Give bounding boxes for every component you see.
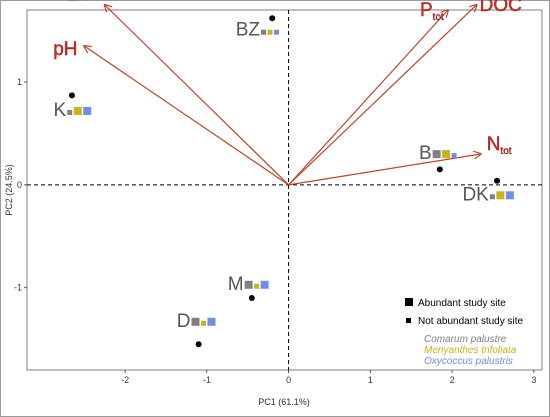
- study-sites: BZ K B DK M D: [54, 15, 514, 348]
- site-species-menyanthes: [267, 29, 273, 35]
- site-species-oxycoccus: [505, 191, 514, 200]
- site-species-oxycoccus: [207, 317, 216, 326]
- legend-abundant-label: Abundant study site: [418, 298, 506, 309]
- site-species-menyanthes: [73, 106, 82, 115]
- zero-lines: [27, 10, 542, 370]
- x-tick-label: 2: [450, 375, 455, 385]
- site-species-menyanthes: [442, 150, 451, 159]
- vector-ec: [105, 5, 290, 186]
- vector-label-p: Ptot: [420, 0, 444, 23]
- site-point: [269, 15, 276, 22]
- site-species-oxycoccus: [260, 280, 269, 289]
- site-species-comarum: [244, 280, 253, 289]
- site-label: K: [54, 100, 67, 121]
- vector-n: [288, 154, 481, 186]
- site-point: [68, 92, 75, 99]
- site-label: BZ: [236, 20, 261, 41]
- site-point: [248, 295, 255, 301]
- legend-species-menyanthes: Menyanthes trifoliata: [424, 345, 517, 356]
- x-tick-label: 0: [286, 375, 291, 385]
- vector-label-subscript: tot: [433, 12, 444, 23]
- vector-label-ph: pH: [53, 39, 77, 60]
- site-species-comarum: [191, 317, 200, 326]
- vector-label-n: Ntot: [487, 134, 512, 157]
- legend-not-abundant-label: Not abundant study site: [418, 316, 524, 327]
- vector-label-main: EC: [67, 0, 93, 5]
- site-species-menyanthes: [496, 191, 505, 200]
- site-label: M: [228, 274, 244, 295]
- legend-not-abundant-marker: [406, 318, 411, 323]
- site-species-comarum: [260, 29, 266, 35]
- legend: Abundant study site Not abundant study si…: [405, 298, 524, 367]
- x-tick-label: 3: [531, 375, 536, 385]
- site-species-menyanthes: [200, 320, 206, 326]
- loading-vectors: EC pH Ptot DOC Ntot: [53, 0, 522, 186]
- site-species-comarum: [432, 150, 441, 159]
- site-species-oxycoccus: [83, 106, 92, 115]
- vector-label-ec: EC: [67, 0, 93, 5]
- site-point: [436, 166, 443, 173]
- y-tick-label: 0: [17, 180, 22, 190]
- site-d: D: [177, 311, 216, 348]
- site-point: [195, 341, 202, 348]
- site-species-menyanthes: [254, 283, 260, 289]
- legend-abundant-marker: [405, 298, 413, 306]
- vector-p: [288, 10, 448, 186]
- y-tick-label: -1: [14, 283, 22, 293]
- site-species-comarum: [489, 194, 495, 200]
- site-label: DK: [462, 184, 489, 205]
- site-label: D: [177, 311, 191, 332]
- site-species-oxycoccus: [451, 153, 457, 159]
- legend-species-oxycoccus: Oxycoccus palustris: [424, 356, 513, 367]
- vector-doc: [288, 5, 477, 186]
- x-tick-label: -2: [121, 375, 129, 385]
- site-point: [494, 177, 501, 184]
- x-tick-label: -1: [203, 375, 211, 385]
- site-dk: DK: [462, 177, 514, 205]
- x-axis-title: PC1 (61.1%): [258, 397, 310, 407]
- vector-label-main: N: [487, 134, 501, 155]
- site-k: K: [54, 92, 92, 121]
- legend-species-comarum: Comarum palustre: [424, 334, 507, 345]
- vector-ph: [84, 46, 289, 186]
- y-axis-title: PC2 (24.5%): [4, 164, 14, 216]
- y-tick-label: 1: [17, 77, 22, 87]
- vector-label-main: P: [420, 0, 433, 21]
- vector-label-subscript: tot: [500, 146, 511, 157]
- site-species-oxycoccus: [273, 29, 279, 35]
- site-m: M: [228, 274, 269, 301]
- vector-label-main: DOC: [480, 0, 522, 16]
- site-species-comarum: [67, 109, 73, 115]
- x-tick-label: 1: [368, 375, 373, 385]
- plot-panel: [26, 9, 543, 371]
- site-bz: BZ: [236, 15, 279, 41]
- vector-label-doc: DOC: [480, 0, 522, 16]
- axis-ticks: -2 -1 0 1 2 3 -1 0 1: [14, 77, 536, 385]
- vector-label-main: pH: [53, 39, 77, 60]
- site-label: B: [419, 143, 432, 164]
- site-b: B: [419, 143, 457, 173]
